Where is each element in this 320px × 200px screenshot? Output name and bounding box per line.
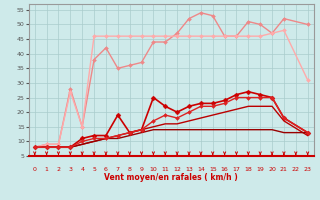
- X-axis label: Vent moyen/en rafales ( km/h ): Vent moyen/en rafales ( km/h ): [104, 174, 238, 182]
